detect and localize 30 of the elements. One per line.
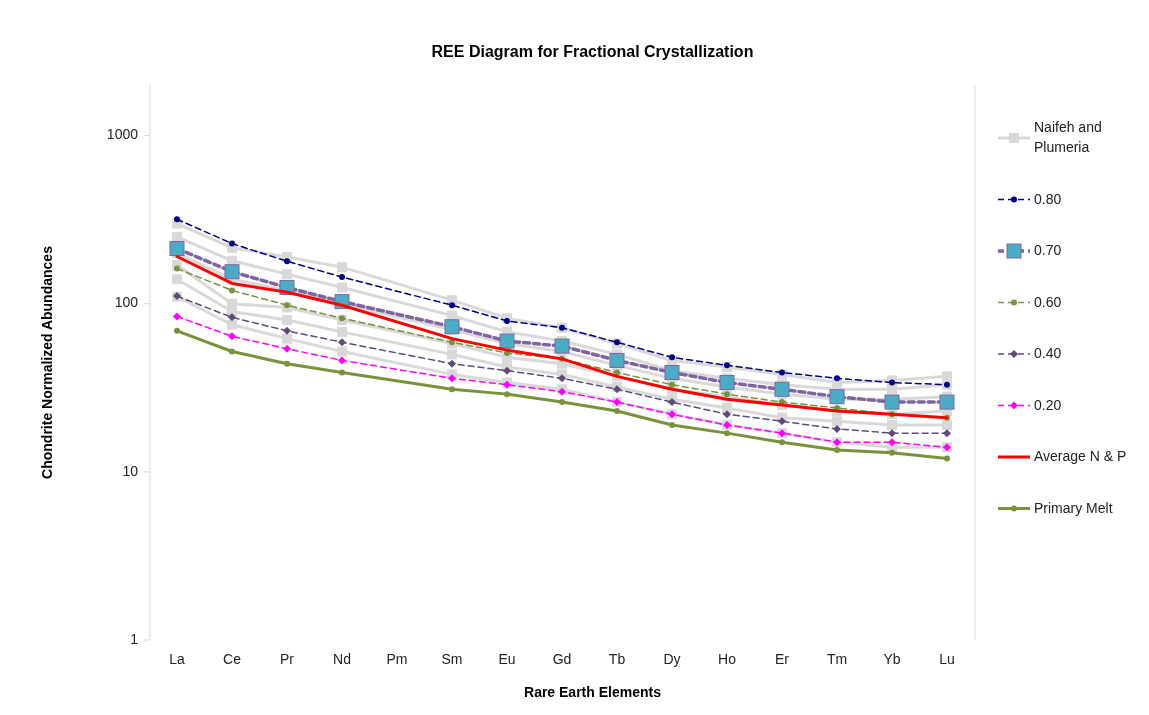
y-tick-label: 1000 [106,126,139,143]
legend-label: 0.20 [1034,396,1062,413]
legend-label: 0.80 [1034,190,1062,207]
x-tick-label: Nd [333,650,351,667]
x-tick-label: Lu [939,650,955,667]
legend-label: 0.70 [1034,241,1062,258]
x-tick-label: Tm [826,650,848,667]
x-tick-label: Eu [498,650,516,667]
x-tick-label: Er [775,650,790,667]
x-tick-label: Pr [280,650,295,667]
legend-label: 0.40 [1034,344,1062,361]
legend-label: Average N & P [1034,447,1127,464]
y-axis-title: Chondrite Normalized Abundances [38,245,55,479]
x-tick-label: Sm [441,650,463,667]
x-tick-label: Ce [223,650,242,667]
chart-title: REE Diagram for Fractional Crystallization [431,43,754,61]
x-tick-label: Gd [552,650,572,667]
y-tick-label: 10 [122,462,139,479]
x-axis-title: Rare Earth Elements [524,683,662,700]
x-tick-label: La [169,650,185,667]
legend-label: 0.60 [1034,293,1062,310]
y-tick-label: 100 [114,294,139,311]
y-tick-label: 1 [130,630,139,647]
x-tick-label: Dy [663,650,681,667]
x-tick-label: Ho [718,650,737,667]
x-tick-label: Tb [608,650,626,667]
x-tick-label: Pm [386,650,408,667]
x-tick-label: Yb [883,650,901,667]
legend-label: Naifeh and Plumeria [1034,118,1102,155]
legend-label: Primary Melt [1034,499,1113,516]
